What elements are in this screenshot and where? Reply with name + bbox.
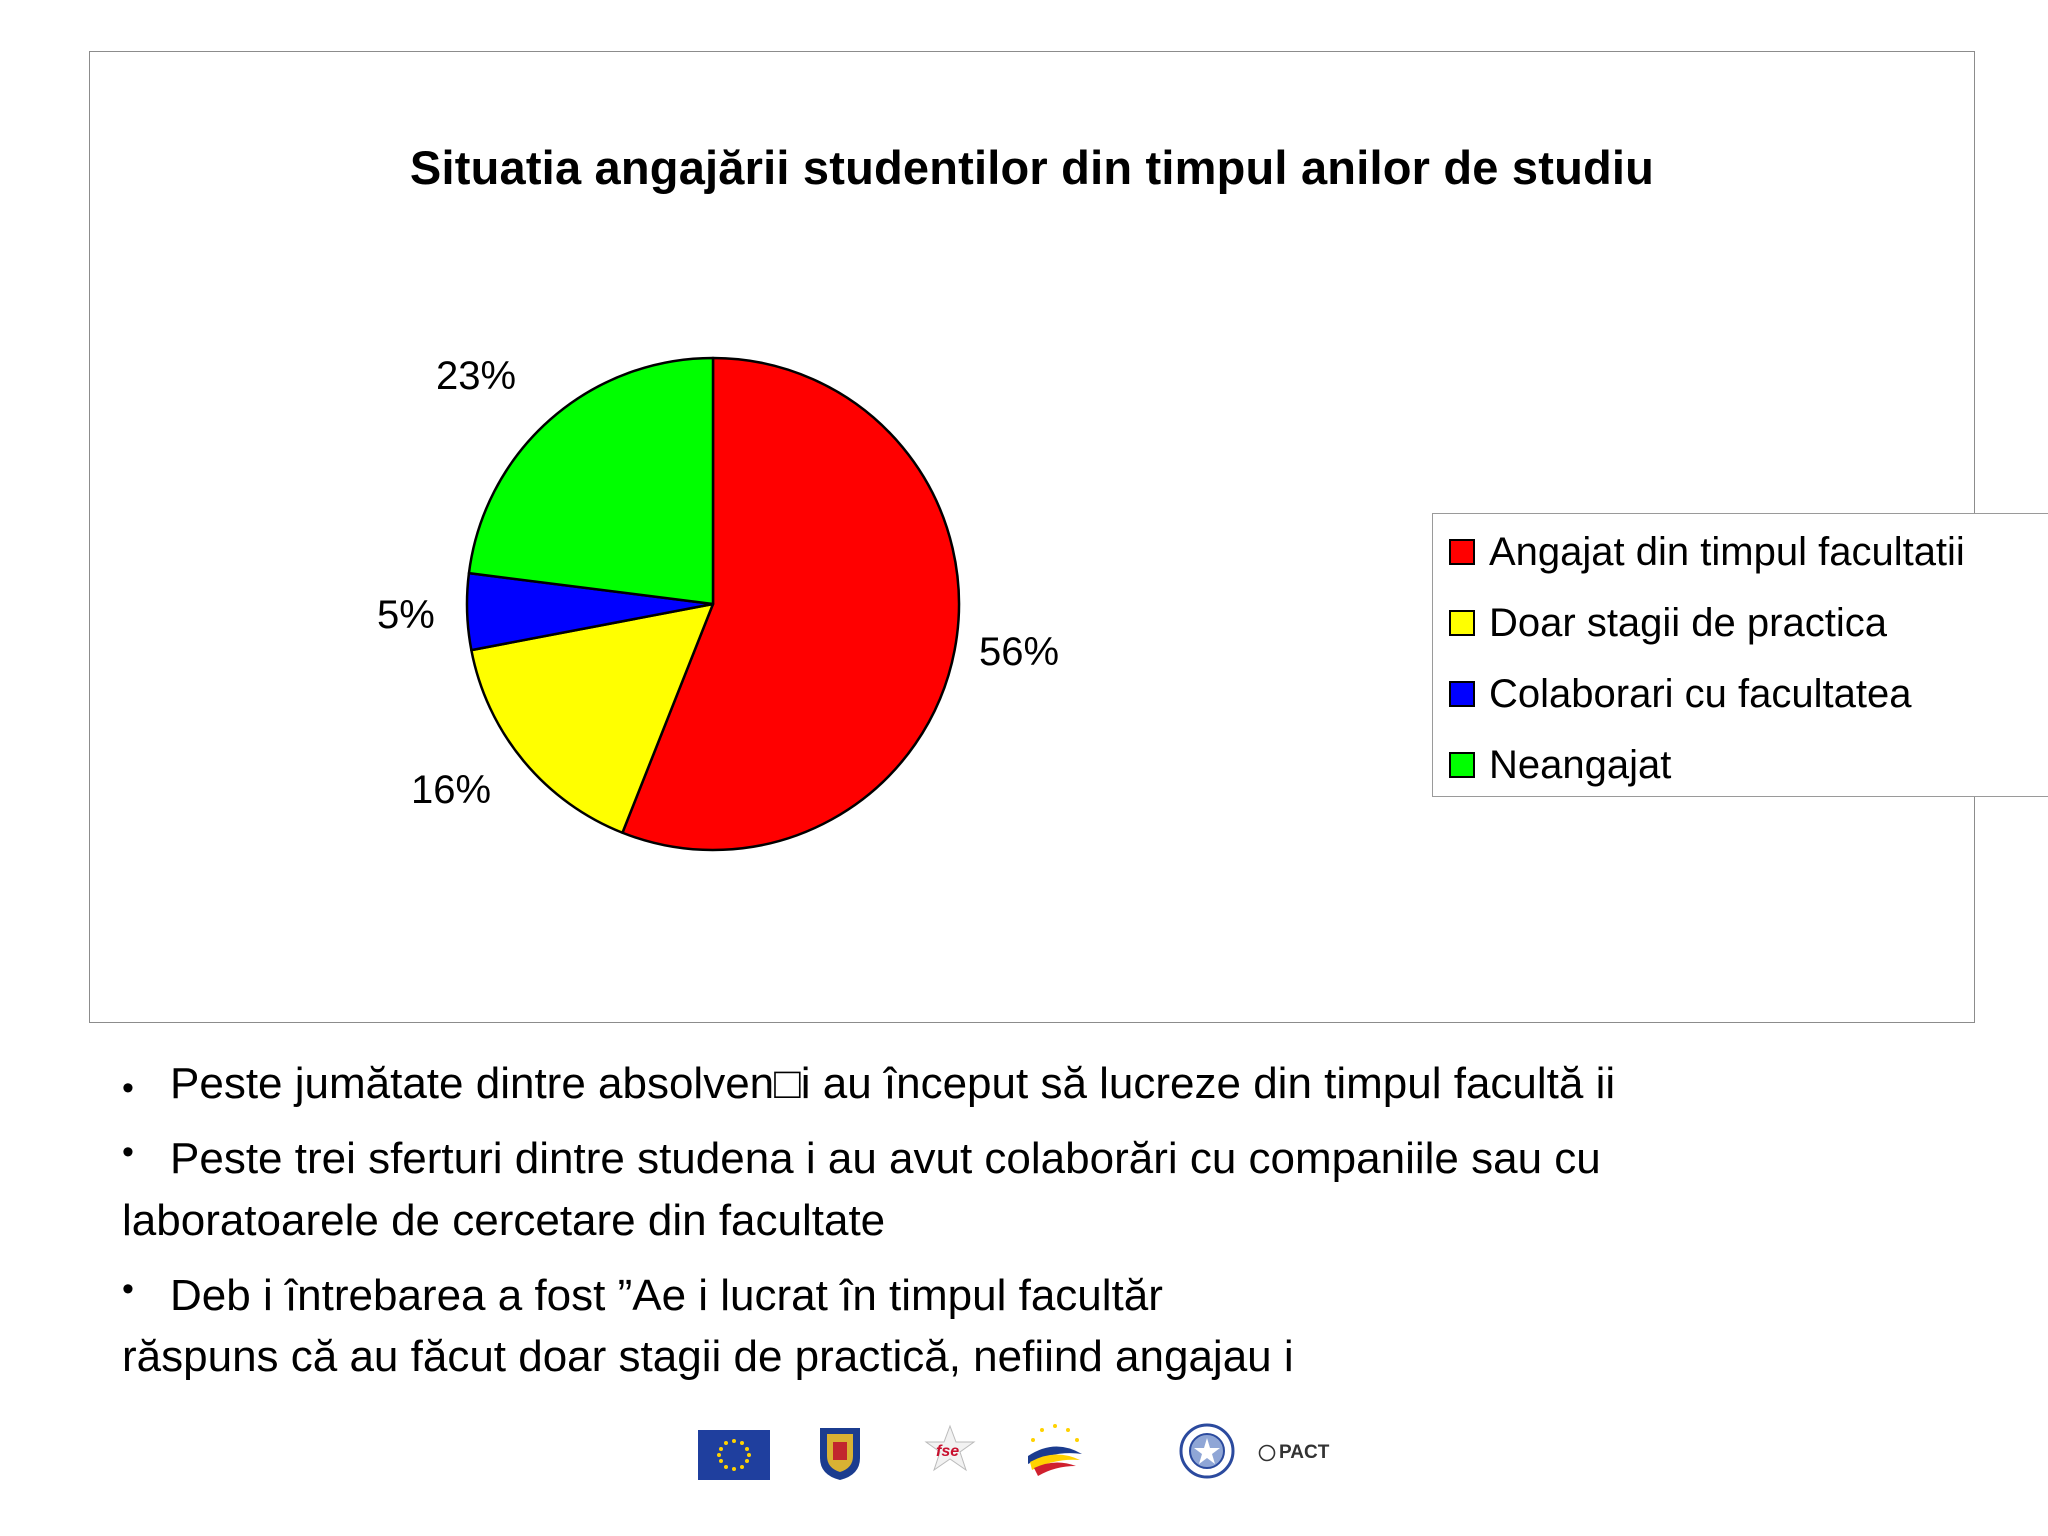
data-label-colaborari: 5% (377, 593, 435, 637)
pie-slice-angajat (621, 356, 961, 852)
legend-swatch (1449, 539, 1475, 565)
romania-coat-of-arms-logo (820, 1428, 860, 1480)
legend-label: Neangajat (1489, 742, 1672, 787)
university-seal-logo (1179, 1423, 1235, 1479)
bullet-marker: • (122, 1270, 134, 1308)
bullet-marker: • (122, 1133, 134, 1171)
sponsor-logos: fse PACT (690, 1420, 1350, 1520)
chart-frame: Situatia angajării studentilor din timpu… (89, 51, 2048, 1023)
bullet-item: Deb i întrebarea a fost ”Ae i lucrat în … (170, 1271, 1163, 1320)
pie-chart (465, 356, 961, 852)
chart-legend: Angajat din timpul facultatii Doar stagi… (1432, 513, 2048, 797)
pact-text: PACT (1279, 1442, 1330, 1463)
legend-label: Angajat din timpul facultatii (1489, 529, 1965, 574)
pact-circle-icon (1258, 1444, 1276, 1462)
bullet-item: Peste trei sferturi dintre studena i au … (170, 1134, 1601, 1183)
pact-logo: PACT (1258, 1442, 1329, 1464)
data-label-neangajat: 23% (436, 354, 517, 398)
data-label-angajat: 56% (979, 630, 1060, 674)
data-label-stagii: 16% (411, 768, 492, 812)
pie-slice-stagii (470, 602, 715, 834)
svg-text:fse: fse (936, 1443, 959, 1460)
legend-label: Colaborari cu facultatea (1489, 671, 1912, 716)
legend-item-stagii: Doar stagii de practica (1449, 598, 1887, 648)
pos-dru-logo (1028, 1424, 1082, 1476)
bullet-item-continuation: răspuns că au făcut doar stagii de pract… (122, 1332, 1294, 1381)
legend-swatch (1449, 752, 1475, 778)
chart-title: Situatia angajării studentilor din timpu… (409, 141, 1655, 194)
legend-item-neangajat: Neangajat (1449, 740, 1671, 790)
legend-item-angajat: Angajat din timpul facultatii (1449, 527, 1965, 577)
bullet-marker: • (122, 1069, 134, 1107)
pie-slice-neangajat (467, 356, 715, 606)
eu-flag-logo (698, 1430, 770, 1480)
legend-swatch (1449, 681, 1475, 707)
legend-item-colaborari: Colaborari cu facultatea (1449, 669, 1911, 719)
bullet-item-continuation: laboratoarele de cercetare din facultate (122, 1196, 886, 1245)
bullet-item: Peste jumătate dintre absolven□i au înce… (170, 1059, 1616, 1108)
legend-swatch (1449, 610, 1475, 636)
legend-label: Doar stagii de practica (1489, 600, 1887, 645)
fse-logo: fse (924, 1424, 976, 1472)
